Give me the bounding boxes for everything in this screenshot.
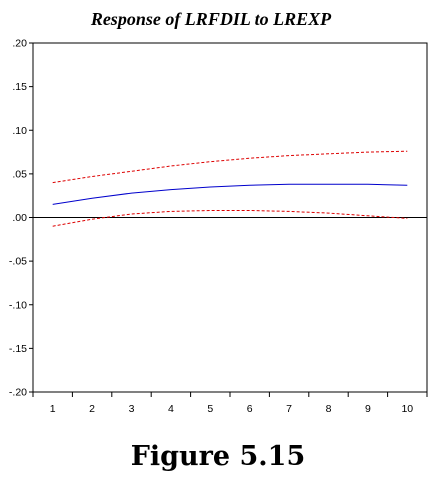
- response-line: [52, 183, 408, 205]
- confidence-band-line-1: [52, 150, 408, 184]
- y-axis: .20 .15 .10 .05 .00 -.05 -.10 -.15 -.20: [9, 38, 33, 399]
- y-tick-label: -.10: [9, 299, 27, 311]
- x-tick-label: 4: [168, 403, 174, 415]
- x-tick-label: 5: [207, 403, 213, 415]
- y-tick-label: .15: [12, 81, 27, 93]
- x-axis: 1 2 3 4 5 6 7 8 9 10: [32, 392, 428, 415]
- confidence-band-line-2: [52, 210, 408, 227]
- x-tick-label: 10: [401, 403, 413, 415]
- y-tick-label: .10: [12, 125, 27, 137]
- figure-caption: Figure 5.15: [131, 441, 306, 472]
- y-tick-label: -.20: [9, 387, 27, 399]
- y-tick-label: -.15: [9, 343, 27, 355]
- x-tick-label: 8: [326, 403, 332, 415]
- x-tick-label: 3: [129, 403, 135, 415]
- series-layer: [52, 150, 408, 227]
- x-tick-label: 2: [89, 403, 95, 415]
- y-tick-label: -.05: [9, 256, 27, 268]
- x-tick-label: 7: [286, 403, 292, 415]
- x-tick-label: 1: [50, 403, 56, 415]
- chart-title: Response of LRFDIL to LREXP: [90, 9, 332, 29]
- y-tick-label: .20: [12, 38, 27, 50]
- y-tick-label: .05: [12, 168, 27, 180]
- x-tick-label: 9: [365, 403, 371, 415]
- y-tick-label: .00: [12, 212, 27, 224]
- x-tick-label: 6: [247, 403, 253, 415]
